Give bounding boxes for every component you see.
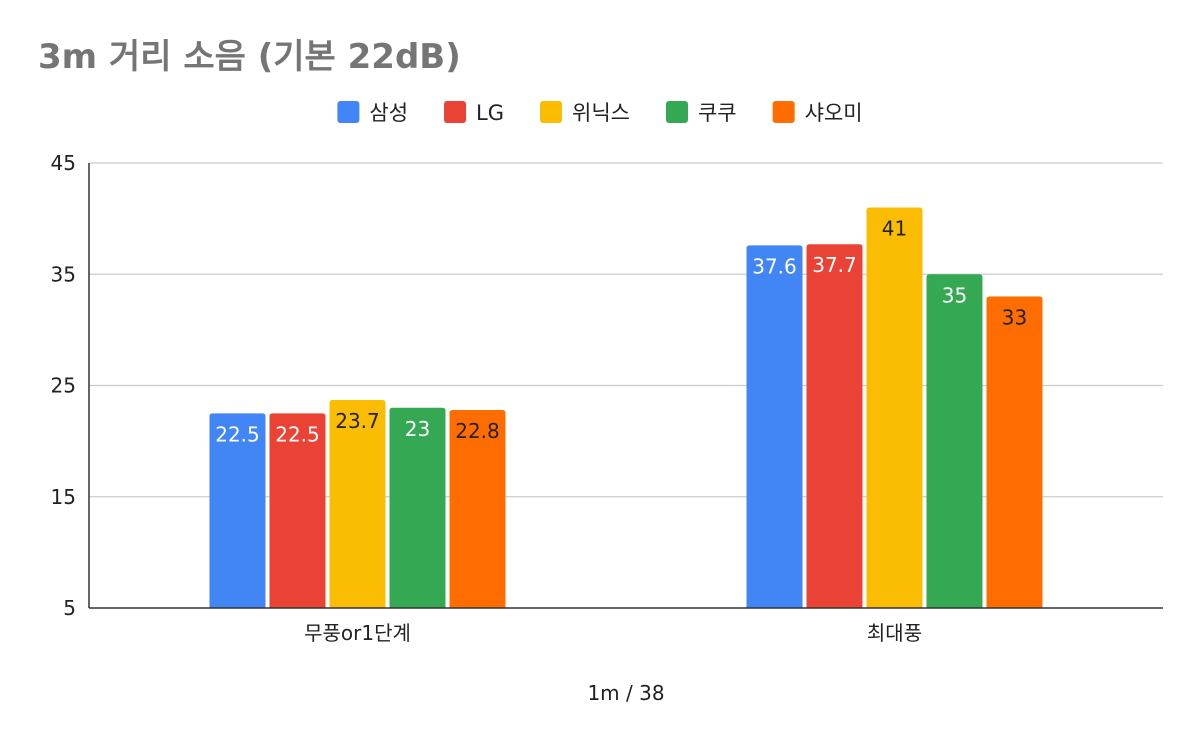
y-tick-label: 45 xyxy=(51,151,76,175)
data-label: 37.7 xyxy=(812,253,857,277)
data-label: 35 xyxy=(942,283,967,307)
data-label: 41 xyxy=(882,217,907,241)
bar xyxy=(449,409,506,608)
bar xyxy=(866,207,923,608)
data-label: 22.5 xyxy=(275,422,320,446)
bar xyxy=(926,274,983,608)
x-axis-label: 1m / 38 xyxy=(587,681,664,705)
bar xyxy=(269,413,326,608)
bar xyxy=(389,407,446,608)
y-tick-label: 25 xyxy=(51,374,76,398)
legend-label: LG xyxy=(476,101,504,125)
chart-title: 3m 거리 소음 (기본 22dB) xyxy=(38,37,461,77)
data-label: 22.5 xyxy=(215,422,260,446)
data-label: 33 xyxy=(1002,306,1027,330)
bar xyxy=(986,296,1043,608)
legend-swatch xyxy=(540,101,563,123)
bars xyxy=(209,207,1043,608)
bar xyxy=(806,244,863,608)
legend-label: 위닉스 xyxy=(572,101,630,125)
legend-swatch xyxy=(665,101,688,123)
legend-label: 쿠쿠 xyxy=(698,101,737,125)
y-tick-label: 5 xyxy=(63,596,76,620)
legend-label: 삼성 xyxy=(369,101,408,125)
data-label: 23.7 xyxy=(335,409,380,433)
bar-labels: 22.5 22.5 23.7 23 22.8 37.6 37.7 41 35 33 xyxy=(215,217,1027,447)
gridlines xyxy=(89,162,1163,498)
x-tick-label: 무풍or1단계 xyxy=(304,621,411,645)
legend-swatch xyxy=(444,101,467,123)
data-label: 22.8 xyxy=(455,419,500,443)
data-label: 23 xyxy=(405,417,430,441)
legend-swatch xyxy=(337,101,360,123)
y-tick-label: 15 xyxy=(51,485,76,509)
legend: 삼성 LG 위닉스 쿠쿠 샤오미 xyxy=(337,101,863,125)
x-tick-label: 최대풍 xyxy=(867,621,922,645)
axes: 5 15 25 35 45 무풍or1단계 최대풍 xyxy=(51,151,1163,645)
y-tick-label: 35 xyxy=(51,262,76,286)
bar xyxy=(209,413,266,608)
legend-swatch xyxy=(772,101,795,123)
bar xyxy=(746,245,803,608)
bar xyxy=(329,399,386,608)
data-label: 37.6 xyxy=(752,254,797,278)
legend-label: 샤오미 xyxy=(805,101,863,125)
